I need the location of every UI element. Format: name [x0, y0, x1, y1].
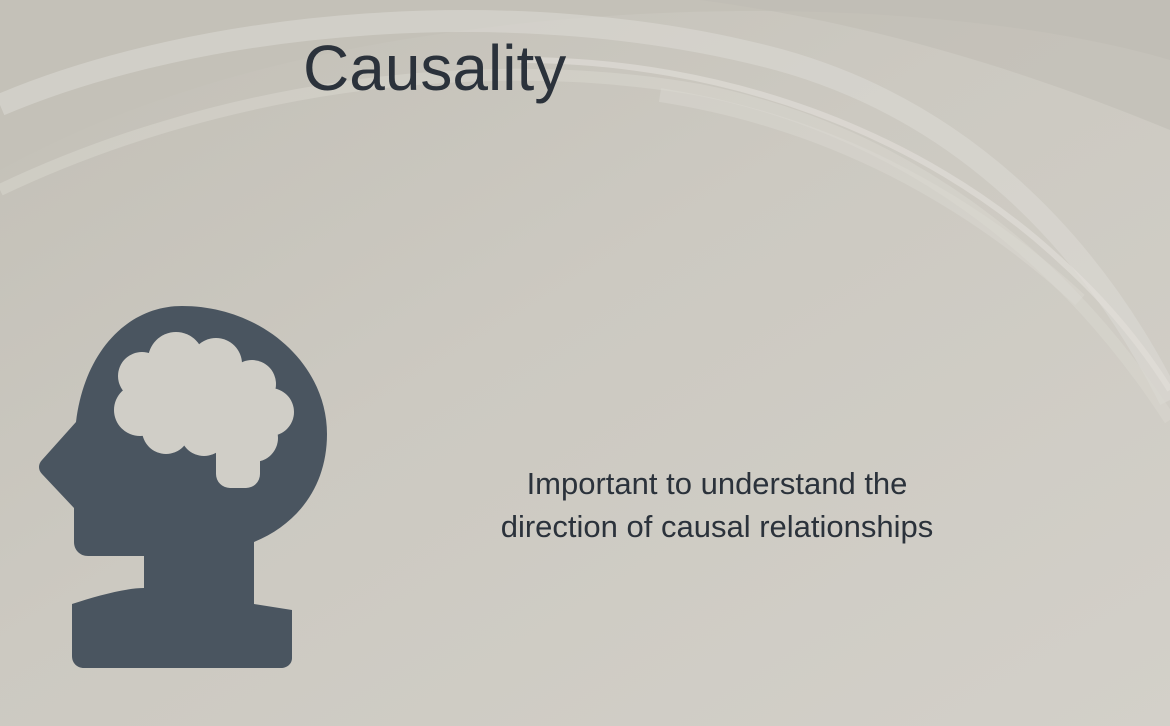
body-text: Important to understand the direction of…: [447, 462, 987, 548]
slide-title: Causality: [303, 32, 567, 104]
body-text-line: direction of causal relationships: [500, 509, 934, 544]
head-with-brain-icon: [39, 306, 327, 668]
body-text-line: Important to understand the: [526, 466, 908, 501]
